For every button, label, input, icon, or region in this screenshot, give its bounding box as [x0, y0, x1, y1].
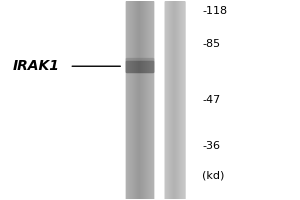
- Text: -85: -85: [202, 39, 220, 49]
- Text: -118: -118: [202, 6, 227, 16]
- Text: -47: -47: [202, 95, 220, 105]
- Text: -36: -36: [202, 141, 220, 151]
- Text: IRAK1: IRAK1: [13, 59, 59, 73]
- Text: (kd): (kd): [202, 170, 225, 180]
